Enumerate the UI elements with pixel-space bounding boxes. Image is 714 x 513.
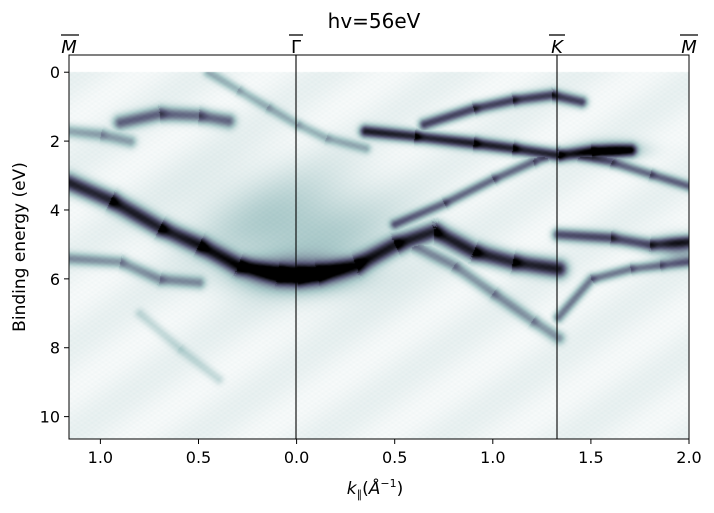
y-tick-label: 0 — [50, 63, 60, 82]
x-axis-ticks: 1.0 0.5 0.0 0.5 1.0 1.5 2.0 — [88, 439, 702, 467]
x-tick-label: 1.0 — [88, 448, 113, 467]
y-axis-label: Binding energy (eV) — [10, 162, 30, 332]
plot-frame — [68, 54, 690, 440]
kpoint-label-k: K — [551, 37, 564, 58]
y-tick-label: 10 — [40, 408, 60, 427]
symmetry-lines — [295, 55, 558, 439]
x-axis-label: k∥(Å−1) — [347, 477, 404, 501]
y-tick-label: 8 — [50, 339, 60, 358]
x-tick-label: 1.0 — [480, 448, 505, 467]
x-tick-label: 2.0 — [676, 448, 701, 467]
y-tick-label: 4 — [50, 201, 60, 220]
y-axis-ticks: 0 2 4 6 8 10 — [40, 63, 69, 427]
x-tick-label: 0.0 — [284, 448, 309, 467]
kpoint-label-m-left: M — [61, 37, 77, 58]
x-tick-label: 0.5 — [382, 448, 407, 467]
x-tick-label: 0.5 — [186, 448, 211, 467]
y-tick-label: 2 — [50, 132, 60, 151]
x-tick-label: 1.5 — [578, 448, 603, 467]
heatmap-image — [69, 55, 689, 439]
chart-title: hv=56eV — [328, 9, 421, 33]
kpoint-label-m-right: M — [681, 37, 697, 58]
y-tick-label: 6 — [50, 270, 60, 289]
kpoint-label-gamma: Γ — [291, 37, 301, 58]
high-symmetry-labels: M Γ K M — [61, 34, 698, 58]
